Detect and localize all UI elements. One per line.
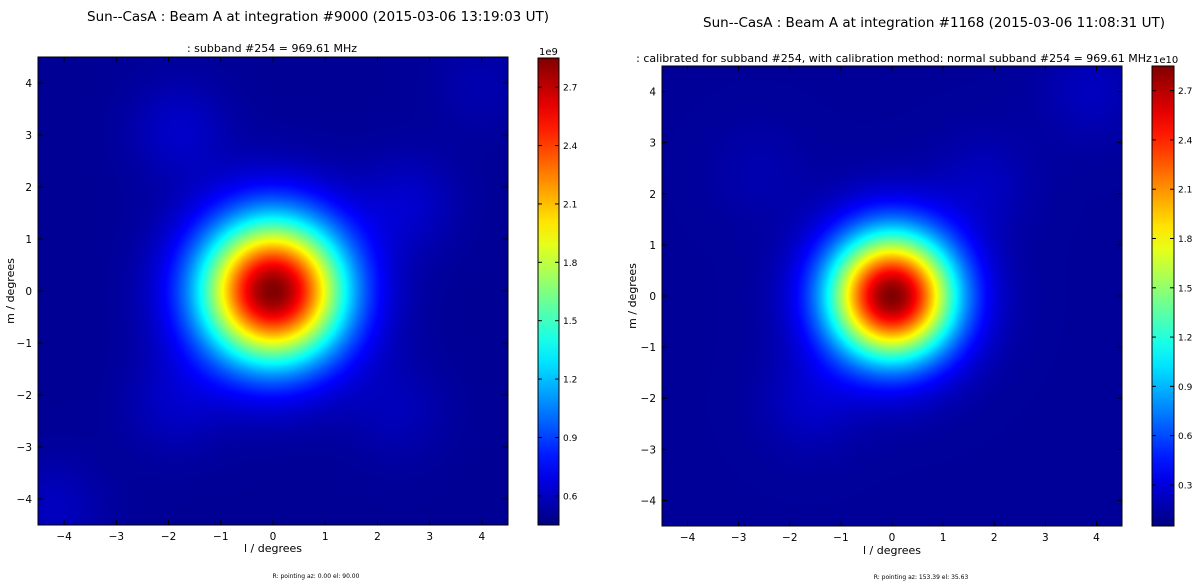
panel-1-heatmap [38,57,508,525]
x-tick-label: −1 [833,532,848,544]
x-tick-label: 3 [1042,532,1049,544]
x-tick-label: −3 [731,532,746,544]
x-tick-label: −2 [161,531,176,543]
x-tick-label: 0 [270,531,277,543]
colorbar-tick-label: 1.5 [563,317,577,327]
y-tick-label: 3 [649,138,656,150]
x-tick-label: 1 [322,531,329,543]
x-tick-label: −2 [782,532,797,544]
colorbar-tick-label: 1.2 [1178,334,1192,344]
panel-2-colorbar-multiplier: 1e10 [1153,55,1178,66]
panel-1-colorbar-gradient [537,57,560,526]
y-tick-label: −4 [641,495,657,507]
x-tick-label: 2 [991,532,998,544]
colorbar-tick-label: 0.9 [563,434,578,444]
panel-1-plot-area: −4 −3 −2 −1 0 1 2 3 4 −4 −3 −2 −1 0 1 2 3 4 [17,56,509,543]
y-tick-label: 1 [25,234,32,246]
y-tick-label: −4 [17,494,33,506]
colorbar-tick-label: 1.2 [563,376,577,386]
colorbar-tick-label: 2.1 [563,200,577,210]
colorbar-tick-label: 2.4 [1178,136,1193,146]
panel-1-x-axis-label: l / degrees [244,542,302,555]
panel-2-axes: −4 −3 −2 −1 0 1 2 3 4 −4 −3 −2 −1 0 1 2 3 4 [641,66,1122,544]
panel-2: Sun--CasA : Beam A at integration #1168 … [626,15,1193,581]
y-tick-label: 4 [649,87,656,99]
x-tick-label: 1 [940,532,947,544]
panel-1-subtitle: : subband #254 = 969.61 MHz [187,42,357,55]
x-tick-label: −3 [109,531,124,543]
panel-2-colorbar: 0.3 0.6 0.9 1.2 1.5 1.8 2.1 2.4 2.7 1e10 [1151,55,1193,527]
y-tick-label: 3 [25,130,32,142]
colorbar-tick-label: 2.7 [563,84,577,94]
y-tick-label: 0 [25,286,32,298]
panel-2-pointing-footer: R: pointing az: 153.39 el: 35.63 [874,574,969,581]
colorbar-tick-label: 0.9 [1178,383,1193,393]
panel-2-subtitle: : calibrated for subband #254, with cali… [636,52,1152,65]
x-tick-label: 4 [1093,532,1100,544]
y-tick-label: −1 [641,342,656,354]
panel-1-pointing-footer: R: pointing az: 0.00 el: 90.00 [273,573,360,580]
panel-2-colorbar-ticks: 0.3 0.6 0.9 1.2 1.5 1.8 2.1 2.4 2.7 [1152,87,1193,491]
y-tick-label: 2 [649,189,656,201]
colorbar-tick-label: 2.1 [1178,186,1192,196]
panel-2-title: Sun--CasA : Beam A at integration #1168 … [703,15,1165,31]
colorbar-tick-label: 2.4 [563,142,578,152]
colorbar-tick-label: 0.6 [1178,432,1193,442]
panel-2-colorbar-gradient [1151,65,1175,527]
colorbar-tick-label: 2.7 [1178,87,1192,97]
colorbar-tick-label: 0.6 [563,492,578,502]
panel-2-plot-area: −4 −3 −2 −1 0 1 2 3 4 −4 −3 −2 −1 0 1 2 3 4 [641,65,1123,544]
y-tick-label: −3 [17,442,32,454]
y-tick-label: −3 [641,444,656,456]
x-tick-label: 3 [426,531,433,543]
y-tick-label: 0 [649,291,656,303]
y-tick-label: −2 [641,393,656,405]
y-tick-label: 4 [25,78,32,90]
y-tick-label: 2 [25,182,32,194]
y-tick-label: −1 [17,338,32,350]
y-tick-label: −2 [17,390,32,402]
panel-1-title: Sun--CasA : Beam A at integration #9000 … [87,9,549,25]
colorbar-tick-label: 0.3 [1178,481,1192,491]
panel-1-colorbar-multiplier: 1e9 [539,47,558,58]
colorbar-tick-label: 1.8 [1178,235,1193,245]
panel-1-y-axis-label: m / degrees [4,258,17,324]
colorbar-tick-label: 1.5 [1178,284,1192,294]
panel-2-x-axis-label: l / degrees [863,544,921,557]
panel-1-colorbar: 0.6 0.9 1.2 1.5 1.8 2.1 2.4 2.7 1e9 [537,47,578,526]
x-tick-label: 0 [889,532,896,544]
x-tick-label: −4 [680,532,696,544]
x-tick-label: 4 [479,531,486,543]
panel-1: Sun--CasA : Beam A at integration #9000 … [4,9,578,580]
panel-2-y-axis-label: m / degrees [626,263,639,329]
x-tick-label: −1 [213,531,228,543]
y-tick-label: 1 [649,240,656,252]
x-tick-label: 2 [374,531,381,543]
panel-1-colorbar-ticks: 0.6 0.9 1.2 1.5 1.8 2.1 2.4 2.7 [538,84,578,502]
panel-2-heatmap [662,66,1122,526]
panel-1-axes: −4 −3 −2 −1 0 1 2 3 4 −4 −3 −2 −1 0 1 2 3 4 [17,57,508,543]
x-tick-label: −4 [56,531,72,543]
colorbar-tick-label: 1.8 [563,259,578,269]
